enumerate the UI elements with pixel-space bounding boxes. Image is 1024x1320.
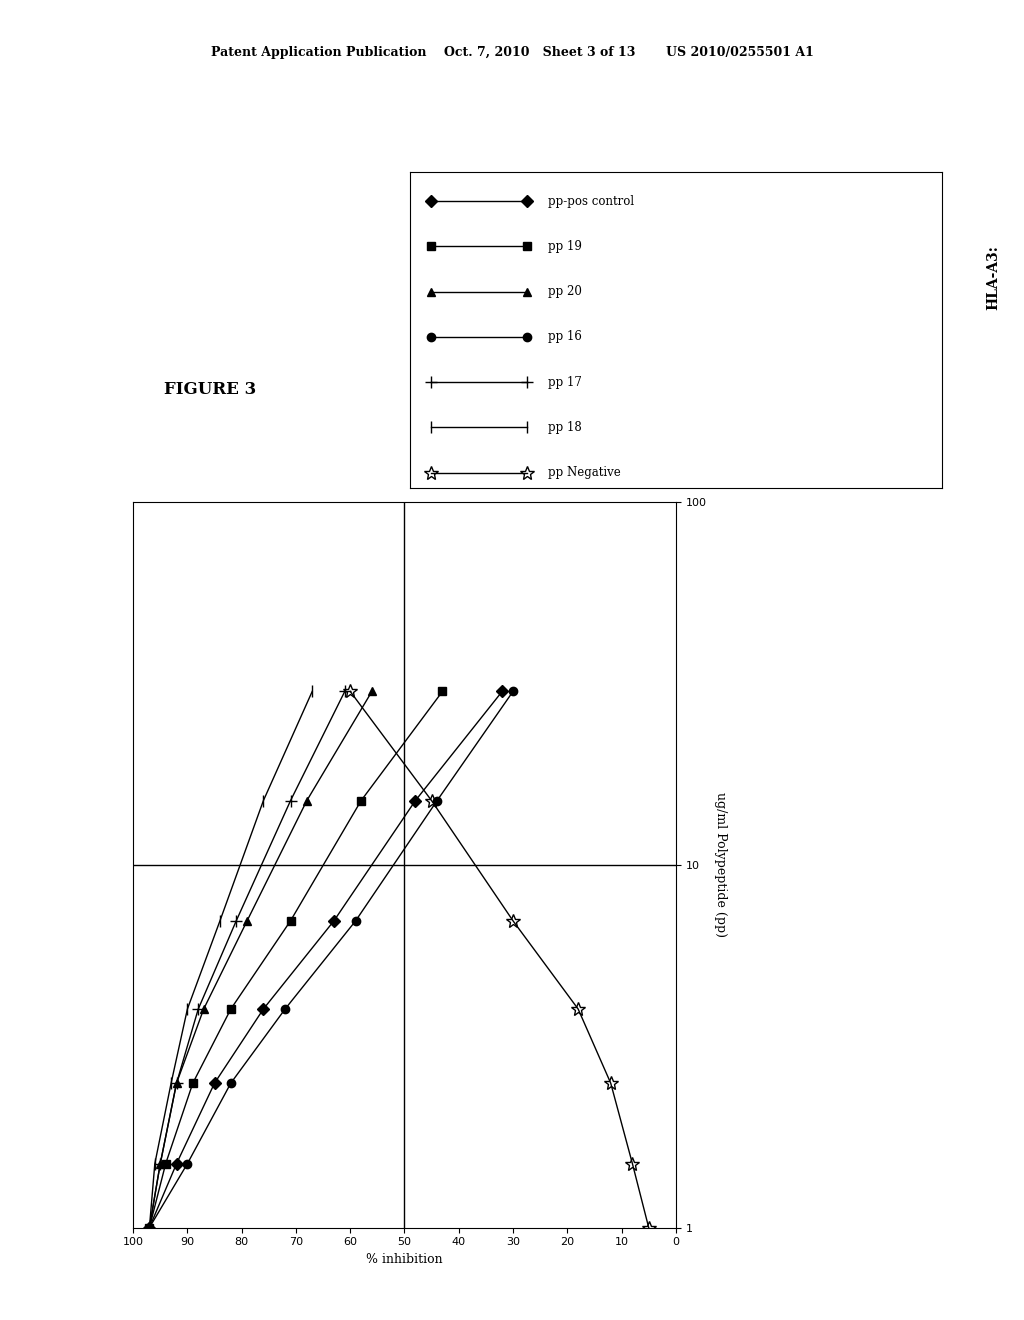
pp Negative [572, 1001, 585, 1016]
pp 16 [507, 684, 519, 700]
Line: pp 17: pp 17 [143, 685, 351, 1234]
pp 16 [431, 793, 443, 809]
pp 18 [165, 1076, 177, 1092]
Text: pp 16: pp 16 [548, 330, 582, 343]
Line: pp 20: pp 20 [145, 688, 376, 1232]
Text: pp Negative: pp Negative [548, 466, 621, 479]
pp 19 [285, 913, 297, 929]
pp 19 [143, 1220, 156, 1236]
Text: pp-pos control: pp-pos control [548, 194, 634, 207]
Text: HLA-A3:: HLA-A3: [986, 244, 1000, 310]
pp Negative [507, 913, 519, 929]
pp 16 [181, 1156, 194, 1172]
pp 19 [436, 684, 449, 700]
pp 20 [198, 1001, 210, 1016]
pp Negative [604, 1076, 616, 1092]
Line: pp Negative: pp Negative [343, 685, 655, 1234]
pp 20 [366, 684, 378, 700]
pp-pos control [257, 1001, 269, 1016]
Line: pp-pos control: pp-pos control [145, 688, 506, 1232]
pp 16 [143, 1220, 156, 1236]
pp-pos control [209, 1076, 221, 1092]
pp 20 [143, 1220, 156, 1236]
pp 17 [193, 1001, 205, 1016]
pp-pos control [143, 1220, 156, 1236]
pp 17 [170, 1076, 182, 1092]
pp 19 [355, 793, 368, 809]
pp-pos control [328, 913, 340, 929]
pp Negative [627, 1156, 639, 1172]
pp 16 [224, 1076, 237, 1092]
pp 19 [224, 1001, 237, 1016]
pp Negative [344, 684, 356, 700]
pp 18 [143, 1220, 156, 1236]
pp 19 [160, 1156, 172, 1172]
Text: pp 18: pp 18 [548, 421, 582, 434]
pp 17 [339, 684, 351, 700]
pp 18 [257, 793, 269, 809]
pp Negative [643, 1220, 655, 1236]
pp 18 [148, 1156, 161, 1172]
pp 18 [306, 684, 318, 700]
pp 17 [155, 1156, 167, 1172]
Text: pp 20: pp 20 [548, 285, 582, 298]
pp 20 [155, 1156, 167, 1172]
pp 18 [181, 1001, 194, 1016]
pp-pos control [410, 793, 422, 809]
pp 17 [230, 913, 243, 929]
Line: pp 19: pp 19 [145, 688, 446, 1232]
pp 16 [279, 1001, 291, 1016]
pp-pos control [170, 1156, 182, 1172]
X-axis label: % inhibition: % inhibition [367, 1253, 442, 1266]
pp 20 [170, 1076, 182, 1092]
pp Negative [426, 793, 438, 809]
Text: Patent Application Publication    Oct. 7, 2010   Sheet 3 of 13       US 2010/025: Patent Application Publication Oct. 7, 2… [211, 46, 813, 59]
pp 20 [301, 793, 313, 809]
pp-pos control [496, 684, 508, 700]
Text: pp 19: pp 19 [548, 240, 582, 252]
Line: pp 18: pp 18 [143, 685, 318, 1234]
pp 17 [285, 793, 297, 809]
Text: pp 17: pp 17 [548, 376, 582, 388]
pp 16 [349, 913, 361, 929]
pp 18 [214, 913, 226, 929]
Line: pp 16: pp 16 [145, 688, 517, 1232]
pp 20 [241, 913, 253, 929]
Text: FIGURE 3: FIGURE 3 [164, 381, 256, 397]
pp 19 [186, 1076, 199, 1092]
Y-axis label: ug/ml Polypeptide (pp): ug/ml Polypeptide (pp) [715, 792, 727, 937]
pp 17 [143, 1220, 156, 1236]
